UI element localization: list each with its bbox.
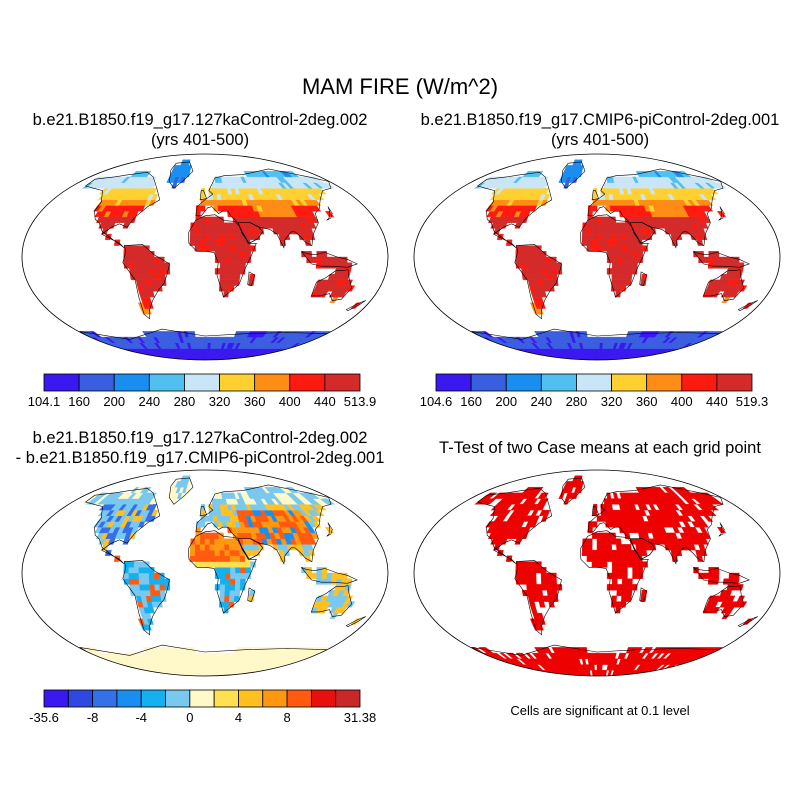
colorbar-swatch bbox=[611, 373, 648, 392]
colorbar-tick-label: -4 bbox=[135, 710, 147, 725]
colorbar-swatch bbox=[184, 373, 220, 392]
colorbar-swatch bbox=[43, 373, 80, 392]
colorbar-swatch bbox=[576, 373, 612, 392]
colorbar-swatch bbox=[140, 689, 166, 708]
colorbar-swatch bbox=[113, 373, 150, 392]
colorbar-swatch bbox=[238, 689, 264, 708]
colorbar-swatch bbox=[646, 373, 683, 392]
colorbar-swatch bbox=[435, 373, 472, 392]
colorbar-tick-label: -35.6 bbox=[29, 710, 59, 725]
panel-control-title-line1: b.e21.B1850.f19_g17.CMIP6-piControl-2deg… bbox=[420, 111, 780, 129]
colorbar-tick-label: 0 bbox=[186, 710, 193, 725]
colorbar-tick-label: 440 bbox=[314, 394, 336, 409]
colorbar-tick-label: 31.38 bbox=[344, 710, 377, 725]
colorbar-swatch bbox=[335, 689, 361, 708]
colorbar-swatch bbox=[540, 373, 577, 392]
panel-ttest-title: T-Test of two Case means at each grid po… bbox=[400, 438, 800, 458]
colorbar-swatch bbox=[254, 373, 291, 392]
colorbar-swatch bbox=[67, 689, 94, 708]
colorbar-swatch bbox=[262, 689, 288, 708]
colorbar-tick-label: 160 bbox=[68, 394, 90, 409]
colorbar-tick-label: 280 bbox=[174, 394, 196, 409]
colorbar-tick-label: 513.9 bbox=[344, 394, 377, 409]
colorbar-swatch bbox=[189, 689, 215, 708]
map-case bbox=[21, 153, 389, 361]
colorbar-tick-label: 160 bbox=[460, 394, 482, 409]
colorbar-swatch bbox=[78, 373, 115, 392]
colorbar-swatch bbox=[289, 373, 326, 392]
colorbar-swatch bbox=[213, 689, 239, 708]
colorbar-control: 104.6 160 200 240 280 320 360 400 440 519.3 bbox=[420, 373, 769, 409]
colorbar-tick-label: 320 bbox=[601, 394, 623, 409]
colorbar-swatch bbox=[716, 373, 753, 392]
colorbar-tick-label: 280 bbox=[566, 394, 588, 409]
colorbar-swatch bbox=[148, 373, 185, 392]
colorbar-swatch bbox=[470, 373, 507, 392]
significance-note: Cells are significant at 0.1 level bbox=[510, 703, 690, 718]
colorbar-tick-label: 360 bbox=[244, 394, 266, 409]
map-difference bbox=[21, 469, 389, 677]
colorbar-swatch bbox=[681, 373, 718, 392]
panel-ttest-title-line1: T-Test of two Case means at each grid po… bbox=[439, 439, 761, 457]
colorbar-tick-label: 8 bbox=[283, 710, 290, 725]
colorbar-swatch bbox=[219, 373, 256, 392]
colorbar-tick-label: 360 bbox=[636, 394, 658, 409]
colorbar-swatch bbox=[310, 689, 337, 708]
colorbar-swatch bbox=[286, 689, 312, 708]
colorbar-tick-label: 519.3 bbox=[736, 394, 769, 409]
colorbar-tick-label: 200 bbox=[103, 394, 125, 409]
colorbar-tick-label: 240 bbox=[138, 394, 160, 409]
panel-case-title-line2: (yrs 401-500) bbox=[150, 131, 250, 149]
colorbar-swatch bbox=[92, 689, 118, 708]
panel-case-title: b.e21.B1850.f19_g17.127kaControl-2deg.00… bbox=[0, 110, 400, 150]
panel-control-title-line2: (yrs 401-500) bbox=[550, 131, 650, 149]
colorbar-tick-label: 200 bbox=[495, 394, 517, 409]
colorbar-swatch bbox=[43, 689, 69, 708]
panel-control-title: b.e21.B1850.f19_g17.CMIP6-piControl-2deg… bbox=[400, 110, 800, 150]
colorbar-tick-label: 104.6 bbox=[420, 394, 453, 409]
colorbar-tick-label: 440 bbox=[706, 394, 728, 409]
panel-difference-title: b.e21.B1850.f19_g17.127kaControl-2deg.00… bbox=[0, 428, 400, 468]
map-control bbox=[413, 153, 781, 361]
colorbar-swatch bbox=[165, 689, 191, 708]
colorbar-swatch bbox=[324, 373, 361, 392]
colorbar-tick-label: 4 bbox=[235, 710, 242, 725]
colorbar-tick-label: 320 bbox=[209, 394, 231, 409]
colorbar-tick-label: 400 bbox=[279, 394, 301, 409]
colorbar-swatch bbox=[505, 373, 542, 392]
colorbar-tick-label: 104.1 bbox=[28, 394, 61, 409]
panel-difference-title-line2: - b.e21.B1850.f19_g17.CMIP6-piControl-2d… bbox=[15, 449, 385, 467]
colorbar-tick-label: -8 bbox=[87, 710, 99, 725]
panel-difference-title-line1: b.e21.B1850.f19_g17.127kaControl-2deg.00… bbox=[32, 429, 368, 447]
colorbar-swatch bbox=[116, 689, 142, 708]
map-ttest bbox=[413, 469, 781, 677]
figure-title: MAM FIRE (W/m^2) bbox=[301, 74, 499, 99]
colorbar-tick-label: 240 bbox=[530, 394, 552, 409]
colorbar-difference: -35.6 -8 -4 0 4 8 31.38 bbox=[29, 689, 377, 725]
colorbar-case: 104.1 160 200 240 280 320 360 400 440 513.9 bbox=[28, 373, 377, 409]
panel-case-title-line1: b.e21.B1850.f19_g17.127kaControl-2deg.00… bbox=[32, 111, 368, 129]
colorbar-tick-label: 400 bbox=[671, 394, 693, 409]
